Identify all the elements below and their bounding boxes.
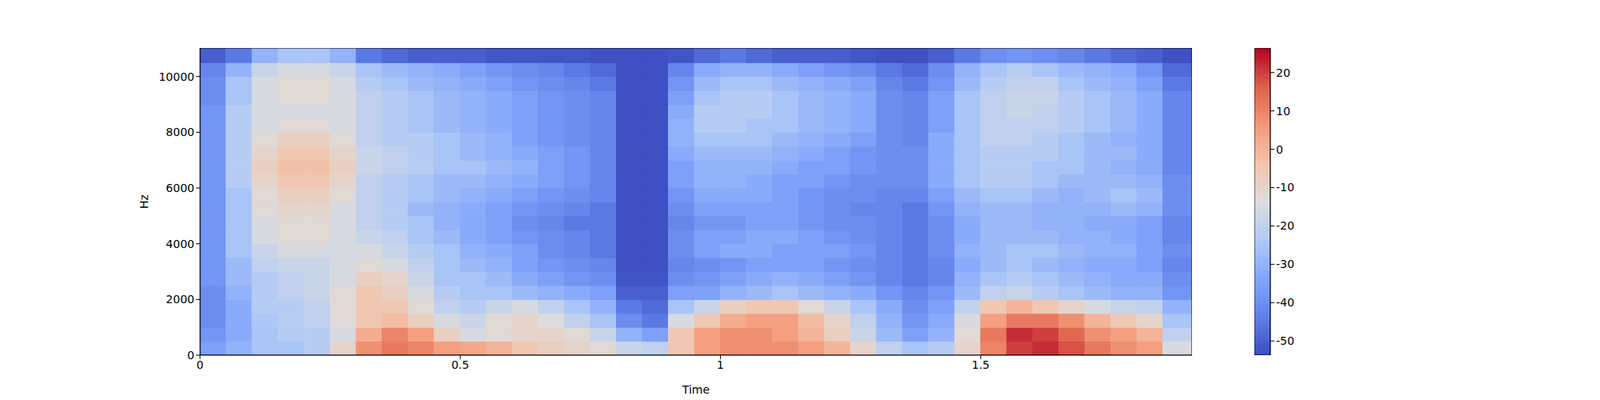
- svg-text:0: 0: [196, 358, 204, 372]
- svg-text:2000: 2000: [165, 292, 195, 306]
- svg-text:0.5: 0.5: [451, 358, 469, 372]
- svg-text:10: 10: [1276, 104, 1291, 118]
- svg-text:1.5: 1.5: [972, 358, 990, 372]
- svg-text:-40: -40: [1276, 296, 1295, 309]
- svg-text:Time: Time: [681, 383, 710, 396]
- svg-text:1: 1: [716, 358, 724, 372]
- svg-text:-50: -50: [1276, 334, 1295, 348]
- svg-text:Hz: Hz: [137, 194, 151, 209]
- svg-text:0: 0: [187, 348, 195, 362]
- svg-text:-20: -20: [1276, 219, 1295, 232]
- svg-text:0: 0: [1276, 143, 1284, 156]
- svg-text:10000: 10000: [158, 70, 195, 84]
- svg-text:8000: 8000: [165, 125, 195, 139]
- svg-text:-10: -10: [1276, 180, 1295, 194]
- svg-text:20: 20: [1276, 66, 1291, 80]
- svg-text:6000: 6000: [165, 181, 195, 195]
- svg-text:4000: 4000: [165, 237, 195, 251]
- svg-text:-30: -30: [1276, 257, 1295, 271]
